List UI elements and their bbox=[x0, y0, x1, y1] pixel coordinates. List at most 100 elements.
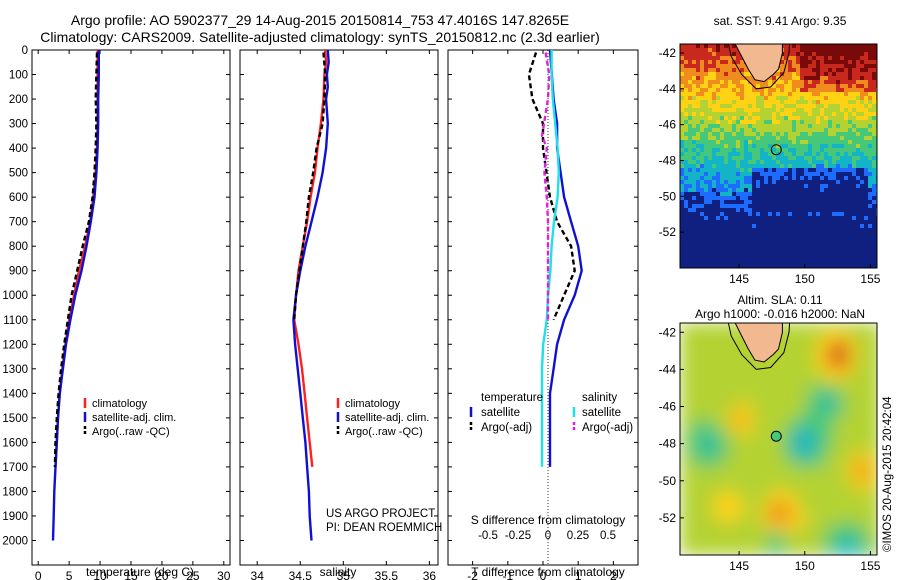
sla-map-title: Altim. SLA: 0.11 bbox=[737, 293, 823, 307]
x-tick-label: 34.5 bbox=[289, 569, 313, 580]
temperature-panel: 0100200300400500600700800900100011001200… bbox=[2, 45, 230, 580]
lon-tick-label: 145 bbox=[729, 272, 749, 286]
series-salinity-satellite bbox=[540, 50, 561, 467]
sla-map-axes: 145 150 155 -42 -44 -46 -48 -50 -52 bbox=[659, 325, 881, 573]
depth-tick-label: 1300 bbox=[2, 364, 28, 376]
legend-label-argo: Argo(..raw -QC) bbox=[92, 426, 170, 438]
lon-tick-label: 145 bbox=[729, 559, 749, 573]
series-satellite-adj-clim bbox=[51, 50, 101, 541]
s-diff-tick-label: -0.25 bbox=[505, 530, 531, 542]
depth-tick-label: 1000 bbox=[2, 290, 28, 302]
x-tick-label: 15 bbox=[124, 569, 138, 580]
lon-tick-label: 150 bbox=[795, 272, 815, 286]
series-temperature-satellite bbox=[548, 50, 583, 467]
project-credit: US ARGO PROJECT bbox=[326, 508, 435, 520]
land-tasmania bbox=[734, 323, 783, 363]
series-salinity-argo-adj bbox=[540, 52, 551, 320]
legend-label-satellite: satellite-adj. clim. bbox=[92, 412, 176, 424]
shelf-contour bbox=[727, 44, 791, 90]
legend-title-salinity: salinity bbox=[582, 392, 617, 404]
lon-tick-label: 150 bbox=[795, 559, 815, 573]
temperature-series bbox=[51, 50, 101, 541]
x-tick-label: -1 bbox=[502, 569, 513, 580]
x-tick-label: -2 bbox=[467, 569, 478, 580]
lat-tick-label: -48 bbox=[659, 437, 677, 451]
t-difference-xlabel: T difference from climatology bbox=[471, 565, 625, 579]
salinity-depth-ticks bbox=[240, 49, 438, 541]
argo-float-marker bbox=[770, 430, 782, 442]
depth-tick-label: 0 bbox=[22, 45, 28, 57]
salinity-xlabel: salinity bbox=[320, 565, 357, 579]
s-difference-axis: -0.5 -0.25 0 0.25 0.5 bbox=[478, 530, 616, 542]
x-tick-label: 25 bbox=[186, 569, 200, 580]
sst-map-axes: 145 150 155 -42 -44 -46 -48 -50 -52 bbox=[659, 46, 881, 286]
lat-tick-label: -52 bbox=[659, 225, 677, 239]
lat-tick-label: -46 bbox=[659, 400, 677, 414]
x-tick-label: 30 bbox=[217, 569, 231, 580]
depth-tick-label: 1800 bbox=[2, 486, 28, 498]
sst-field bbox=[680, 44, 877, 268]
lat-tick-label: -50 bbox=[659, 189, 677, 203]
legend-label-t-satellite: satellite bbox=[481, 407, 520, 419]
legend-label-climatology: climatology bbox=[92, 398, 148, 410]
legend-label-satellite: satellite-adj. clim. bbox=[345, 412, 429, 424]
difference-series bbox=[527, 50, 583, 467]
x-tick-label: 5 bbox=[66, 569, 73, 580]
temperature-axis: 0 5 10 15 20 25 30 bbox=[35, 50, 231, 580]
depth-tick-label: 1200 bbox=[2, 339, 28, 351]
salinity-series bbox=[292, 50, 330, 541]
tasmania-landmass bbox=[727, 44, 791, 156]
pi-credit: PI: DEAN ROEMMICH bbox=[326, 522, 442, 534]
salinity-panel: 34 34.5 35 35.5 36 salinity climatology sate… bbox=[239, 49, 442, 580]
depth-tick-label: 2000 bbox=[2, 535, 28, 547]
depth-tick-label: 1600 bbox=[2, 437, 28, 449]
temperature-axes-box bbox=[31, 49, 231, 566]
temperature-xlabel: temperature (deg C) bbox=[86, 565, 194, 579]
x-tick-label: 35 bbox=[337, 569, 351, 580]
series-temperature-argo-adj bbox=[527, 52, 576, 321]
legend-label-s-satellite: satellite bbox=[582, 407, 621, 419]
lat-tick-label: -42 bbox=[659, 325, 677, 339]
temperature-legend: climatology satellite-adj. clim. Argo(..… bbox=[83, 398, 176, 438]
depth-tick-label: 1100 bbox=[3, 315, 28, 327]
s-diff-tick-label: 0 bbox=[545, 530, 551, 542]
sla-map-frame bbox=[679, 322, 878, 556]
salinity-legend: climatology satellite-adj. clim. Argo(..… bbox=[336, 398, 429, 438]
difference-legend: temperature satellite Argo(-adj) salinit… bbox=[469, 392, 633, 434]
lat-tick-label: -44 bbox=[659, 362, 677, 376]
lat-tick-label: -48 bbox=[659, 153, 677, 167]
x-tick-label: 20 bbox=[155, 569, 169, 580]
depth-tick-label: 100 bbox=[9, 70, 28, 82]
series-argo-raw-qc bbox=[293, 52, 327, 320]
depth-tick-label: 800 bbox=[9, 241, 28, 253]
depth-tick-label: 1400 bbox=[2, 388, 28, 400]
x-tick-label: 36 bbox=[423, 569, 437, 580]
sst-map: 145 150 155 -42 -44 -46 -48 -50 -52 bbox=[659, 43, 881, 286]
depth-tick-label: 500 bbox=[9, 168, 28, 180]
series-argo-raw-qc bbox=[53, 52, 99, 467]
sla-map-subtitle: Argo h1000: -0.016 h2000: NaN bbox=[694, 307, 866, 321]
land-tasmania bbox=[734, 44, 783, 83]
s-diff-tick-label: 0.25 bbox=[567, 530, 589, 542]
x-tick-label: 0 bbox=[35, 569, 42, 580]
x-tick-label: 0 bbox=[540, 569, 547, 580]
x-tick-label: 1 bbox=[575, 569, 582, 580]
legend-label-climatology: climatology bbox=[345, 398, 401, 410]
x-tick-label: 35.5 bbox=[375, 569, 399, 580]
depth-tick-label: 1700 bbox=[2, 462, 28, 474]
difference-panel: -2 -1 0 1 2 -0.5 -0.25 0 0.25 0.5 T difference f… bbox=[447, 49, 639, 580]
legend-label-s-argo: Argo(-adj) bbox=[582, 422, 633, 434]
lat-tick-label: -42 bbox=[659, 46, 677, 60]
s-difference-xlabel: S difference from climatology bbox=[471, 513, 626, 527]
depth-tick-label: 300 bbox=[9, 119, 28, 131]
depth-tick-label: 1900 bbox=[2, 511, 28, 523]
depth-tick-label: 900 bbox=[9, 266, 28, 278]
depth-axis: 0 100 200 300 400 500 600 700 800 900 1000 1100 1200… bbox=[2, 45, 230, 547]
lat-tick-label: -50 bbox=[659, 474, 677, 488]
sla-map: 145 150 155 -42 -44 -46 -48 -50 -52 bbox=[659, 322, 881, 573]
lon-tick-label: 155 bbox=[860, 559, 880, 573]
figure-title-line2: Climatology: CARS2009. Satellite-adjuste… bbox=[40, 29, 600, 45]
depth-tick-label: 400 bbox=[9, 143, 28, 155]
x-tick-label: 34 bbox=[251, 569, 265, 580]
